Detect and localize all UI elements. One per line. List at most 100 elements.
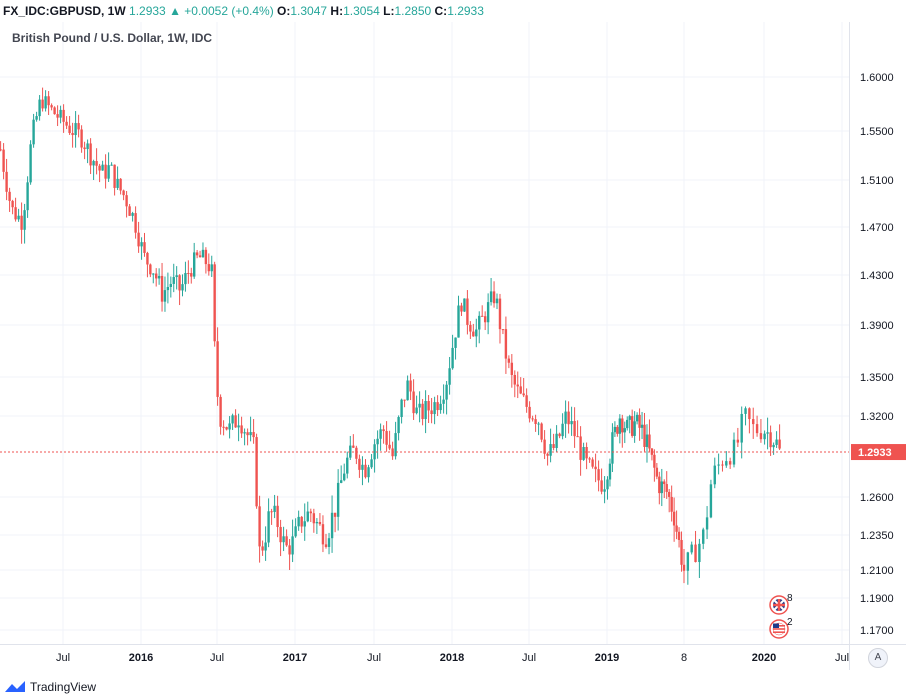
candle-body (101, 164, 104, 171)
candle-body (448, 368, 451, 385)
candle-body (672, 511, 676, 526)
candle-body (349, 445, 352, 458)
low-label: L: (383, 4, 395, 18)
candle-body (306, 511, 309, 522)
candle-body (364, 464, 367, 478)
last-price-label: 1.2933 (851, 444, 906, 461)
candle-body (270, 511, 273, 513)
symbol-name[interactable]: FX_IDC:GBPUSD, 1W (3, 4, 126, 18)
candle-body (412, 391, 415, 414)
candle-body (56, 114, 59, 118)
candle-body (231, 415, 234, 424)
candle-body (534, 419, 537, 424)
candle-body (166, 286, 170, 291)
candle-body (573, 421, 576, 437)
candle-body (481, 315, 484, 317)
candle-body (68, 125, 71, 134)
candle-body (483, 316, 487, 323)
candle-body (430, 410, 433, 415)
candle-body (516, 384, 519, 387)
candle-body (53, 107, 56, 115)
candle-body (92, 161, 95, 166)
candle-body (122, 190, 125, 196)
candle-body (234, 415, 237, 428)
candle-body (439, 403, 442, 411)
us-events-marker[interactable]: 2 (769, 617, 793, 639)
candle-body (193, 252, 196, 277)
candle-body (555, 433, 558, 448)
candle-body (709, 484, 713, 518)
candle-body (543, 439, 546, 454)
candle-body (648, 434, 651, 449)
candle-body (498, 298, 502, 330)
candle-body (579, 436, 582, 460)
candle-body (775, 439, 778, 445)
candle-body (264, 542, 267, 551)
candle-body (445, 384, 448, 400)
price-tick-label: 1.5100 (860, 175, 894, 187)
candle-body (694, 544, 697, 563)
candle-body (249, 432, 252, 436)
candle-body (149, 264, 152, 275)
candle-body (635, 414, 639, 422)
candle-body (62, 109, 65, 122)
candle-body (228, 423, 231, 430)
candle-body (640, 424, 644, 428)
candle-body (252, 432, 255, 438)
candle-body (686, 552, 690, 571)
candle-body (650, 448, 654, 455)
candle-body (291, 536, 294, 555)
candle-body (240, 425, 243, 434)
candle-body (540, 423, 543, 440)
candle-body (243, 432, 246, 434)
candle-body (175, 275, 178, 278)
time-tick-label: Jul (210, 652, 224, 664)
candle-body (591, 459, 594, 467)
candle-body (152, 273, 155, 275)
uk-events-marker[interactable]: 8 (769, 593, 793, 615)
candle-body (698, 543, 701, 563)
candle-body (736, 439, 740, 443)
candle-body (682, 564, 686, 571)
candle-body (219, 396, 222, 427)
candle-body (11, 200, 14, 208)
candle-body (406, 380, 409, 401)
candle-body (71, 133, 74, 136)
candle-body (769, 432, 772, 448)
close-value: 1.2933 (447, 4, 484, 18)
auto-scale-button[interactable]: A (868, 648, 888, 668)
candle-body (184, 273, 187, 285)
candle-body (744, 408, 747, 414)
time-tick-label: Jul (522, 652, 536, 664)
candle-body (421, 403, 424, 420)
candlestick-series (0, 87, 781, 585)
candle-body (125, 195, 128, 207)
candle-body (29, 144, 32, 183)
candle-body (713, 465, 716, 485)
tradingview-logo-icon (5, 681, 25, 692)
candle-body (282, 536, 285, 543)
candle-body (237, 425, 240, 428)
candle-body (98, 165, 101, 171)
candle-body (663, 481, 666, 485)
chart-grid (0, 22, 849, 644)
low-value: 1.2850 (394, 4, 432, 18)
candle-body (665, 484, 668, 492)
candle-body (346, 457, 349, 474)
candle-body (597, 469, 600, 481)
price-tick-label: 1.1900 (860, 593, 894, 605)
candle-body (355, 447, 358, 459)
tradingview-brand[interactable]: TradingView (4, 678, 96, 696)
candle-body (324, 544, 328, 547)
uk-flag-icon (773, 599, 785, 611)
candle-body (77, 123, 80, 130)
candle-body (549, 444, 552, 456)
candle-body (397, 417, 400, 434)
candle-body (763, 433, 766, 440)
candle-body (181, 284, 184, 291)
price-tick-label: 1.1700 (860, 625, 894, 637)
candle-body (400, 399, 403, 418)
candle-body (38, 99, 41, 117)
candle-body (178, 275, 181, 291)
